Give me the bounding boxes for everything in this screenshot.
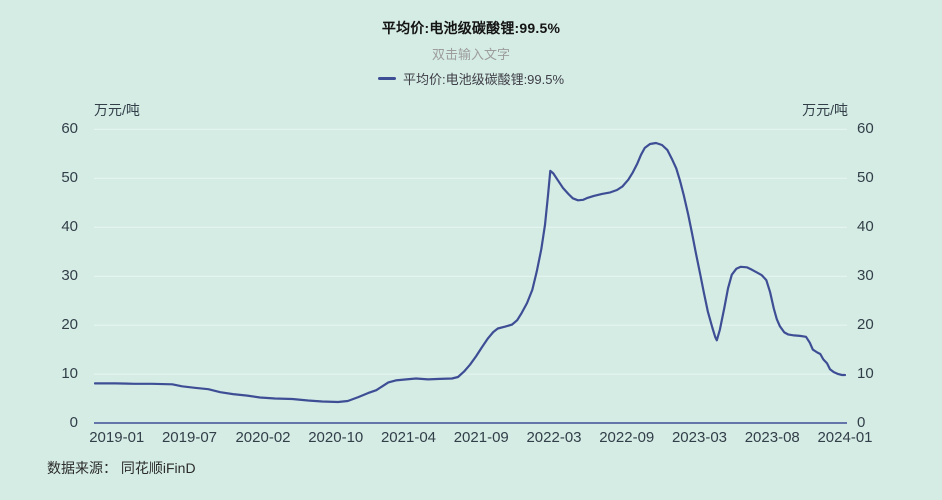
- y-tick-label-right: 60: [857, 120, 874, 138]
- y-axis-unit-left: 万元/吨: [94, 102, 140, 118]
- y-tick-label-right: 20: [857, 316, 874, 334]
- x-tick-label: 2020-10: [308, 429, 364, 446]
- chart-subtitle-placeholder[interactable]: 双击输入文字: [431, 47, 510, 62]
- x-tick-label: 2020-02: [235, 429, 291, 446]
- chart-title: 平均价:电池级碳酸锂:99.5%: [381, 20, 561, 36]
- y-tick-label-left: 60: [61, 120, 78, 138]
- y-tick-label-left: 20: [61, 316, 78, 334]
- y-tick-label-right: 10: [857, 365, 874, 383]
- y-tick-label-right: 50: [857, 169, 874, 187]
- y-tick-label-right: 0: [857, 414, 866, 431]
- x-tick-label: 2023-08: [744, 429, 800, 446]
- y-axis-unit-right: 万元/吨: [802, 102, 848, 118]
- x-tick-label: 2019-07: [161, 429, 218, 446]
- x-tick-label: 2021-09: [453, 429, 509, 446]
- legend-line-icon: [377, 76, 396, 80]
- y-tick-label-right: 40: [857, 218, 874, 236]
- price-line-series: [94, 141, 847, 404]
- x-tick-label: 2021-04: [380, 429, 437, 446]
- x-tick-label: 2022-03: [526, 429, 582, 446]
- y-tick-label-left: 40: [61, 218, 78, 236]
- x-tick-label: 2023-03: [671, 429, 728, 446]
- data-source: 数据来源： 同花顺iFinD: [47, 460, 196, 476]
- x-tick-label: 2024-01: [817, 429, 873, 446]
- legend[interactable]: 平均价:电池级碳酸锂:99.5%: [0, 69, 942, 87]
- y-tick-label-left: 0: [69, 414, 78, 431]
- y-tick-label-left: 30: [61, 267, 78, 285]
- plot-area: [94, 128, 847, 424]
- y-tick-label-right: 30: [857, 267, 874, 285]
- x-tick-label: 2022-09: [599, 429, 655, 446]
- y-tick-label-left: 10: [61, 365, 78, 383]
- x-tick-label: 2019-01: [89, 429, 145, 446]
- legend-label: 平均价:电池级碳酸锂:99.5%: [402, 71, 565, 87]
- y-tick-label-left: 50: [61, 169, 78, 187]
